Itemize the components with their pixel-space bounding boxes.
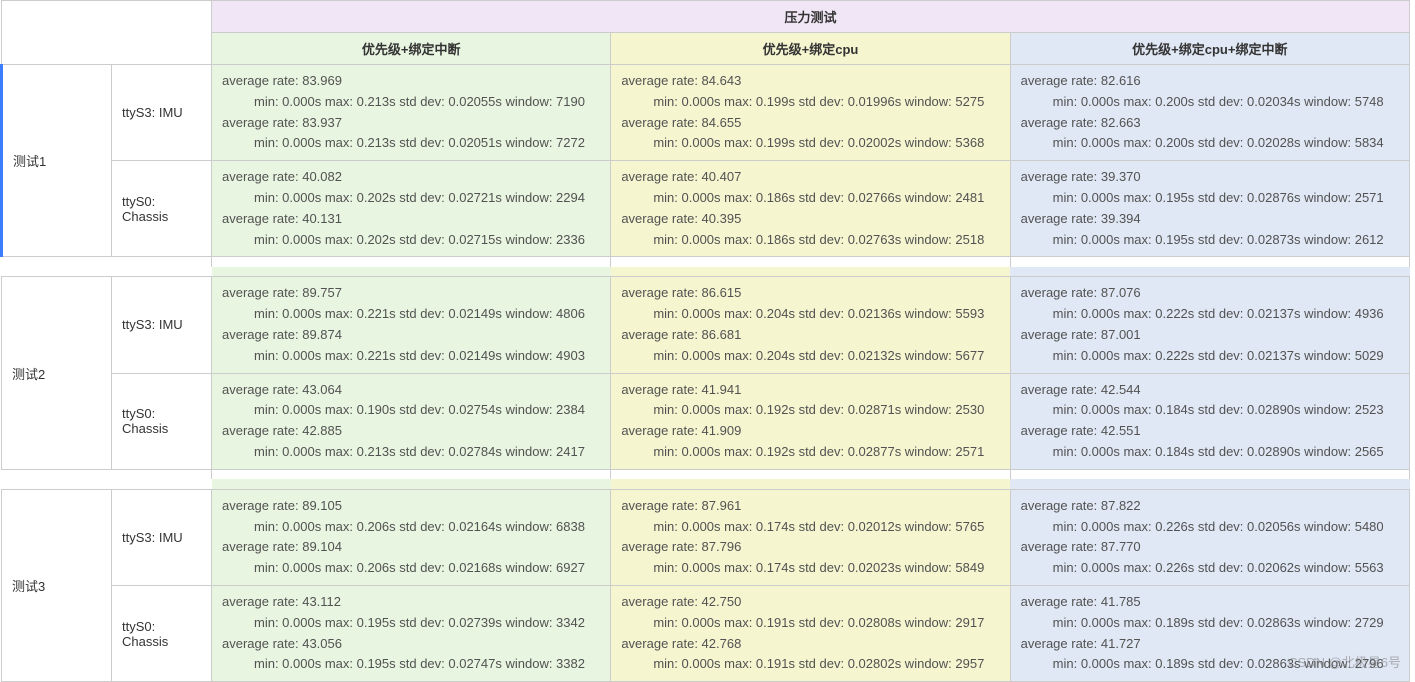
test-row-chassis: ttyS0: Chassisaverage rate: 43.064min: 0…	[2, 373, 1410, 469]
corner-cell	[2, 1, 212, 65]
col-header-2: 优先级+绑定cpu+绑定中断	[1010, 33, 1409, 65]
row-label-chassis: ttyS0: Chassis	[112, 373, 212, 469]
row-label-imu: ttyS3: IMU	[112, 489, 212, 585]
data-cell: average rate: 89.757min: 0.000s max: 0.2…	[212, 277, 611, 373]
test-name: 测试3	[2, 489, 112, 681]
gap-row	[2, 479, 1410, 489]
test-row-chassis: ttyS0: Chassisaverage rate: 43.112min: 0…	[2, 585, 1410, 681]
data-cell: average rate: 40.407min: 0.000s max: 0.1…	[611, 161, 1010, 257]
data-cell: average rate: 86.615min: 0.000s max: 0.2…	[611, 277, 1010, 373]
gap-row	[2, 267, 1410, 277]
test-name: 测试1	[2, 65, 112, 257]
header-row-1: 压力测试	[2, 1, 1410, 33]
data-cell: average rate: 43.112min: 0.000s max: 0.1…	[212, 585, 611, 681]
header-row-2: 优先级+绑定中断 优先级+绑定cpu 优先级+绑定cpu+绑定中断	[2, 33, 1410, 65]
data-cell: average rate: 39.370min: 0.000s max: 0.1…	[1010, 161, 1409, 257]
watermark: CSDN @北极星6号	[1288, 652, 1401, 671]
data-cell: average rate: 42.544min: 0.000s max: 0.1…	[1010, 373, 1409, 469]
data-cell: average rate: 84.643min: 0.000s max: 0.1…	[611, 65, 1010, 161]
gap-row	[2, 469, 1410, 479]
data-cell: average rate: 83.969min: 0.000s max: 0.2…	[212, 65, 611, 161]
stress-test-table: 压力测试 优先级+绑定中断 优先级+绑定cpu 优先级+绑定cpu+绑定中断 测…	[0, 0, 1410, 682]
data-cell: average rate: 43.064min: 0.000s max: 0.1…	[212, 373, 611, 469]
data-cell: average rate: 40.082min: 0.000s max: 0.2…	[212, 161, 611, 257]
test-row-imu: 测试3ttyS3: IMUaverage rate: 89.105min: 0.…	[2, 489, 1410, 585]
row-label-imu: ttyS3: IMU	[112, 65, 212, 161]
data-cell: average rate: 42.750min: 0.000s max: 0.1…	[611, 585, 1010, 681]
data-cell: average rate: 87.076min: 0.000s max: 0.2…	[1010, 277, 1409, 373]
row-label-chassis: ttyS0: Chassis	[112, 585, 212, 681]
test-row-chassis: ttyS0: Chassisaverage rate: 40.082min: 0…	[2, 161, 1410, 257]
data-cell: average rate: 87.822min: 0.000s max: 0.2…	[1010, 489, 1409, 585]
data-cell: average rate: 89.105min: 0.000s max: 0.2…	[212, 489, 611, 585]
test-row-imu: 测试1ttyS3: IMUaverage rate: 83.969min: 0.…	[2, 65, 1410, 161]
row-label-chassis: ttyS0: Chassis	[112, 161, 212, 257]
data-cell: average rate: 41.941min: 0.000s max: 0.1…	[611, 373, 1010, 469]
test-row-imu: 测试2ttyS3: IMUaverage rate: 89.757min: 0.…	[2, 277, 1410, 373]
col-header-1: 优先级+绑定cpu	[611, 33, 1010, 65]
gap-row	[2, 257, 1410, 267]
test-name: 测试2	[2, 277, 112, 469]
header-top: 压力测试	[212, 1, 1410, 33]
row-label-imu: ttyS3: IMU	[112, 277, 212, 373]
col-header-0: 优先级+绑定中断	[212, 33, 611, 65]
data-cell: average rate: 82.616min: 0.000s max: 0.2…	[1010, 65, 1409, 161]
data-cell: average rate: 87.961min: 0.000s max: 0.1…	[611, 489, 1010, 585]
